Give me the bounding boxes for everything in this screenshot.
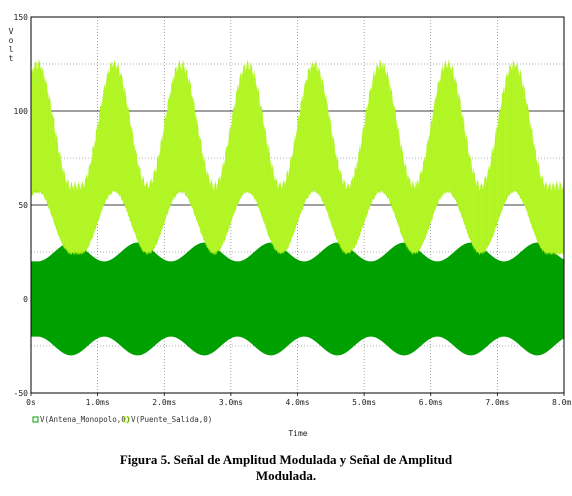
figure-caption: Figura 5. Señal de Amplitud Modulada y S… [0,452,572,484]
x-axis-label: Time [288,429,307,438]
y-tick-label: 50 [18,201,28,210]
x-tick-label: 7.0ms [485,398,509,407]
x-tick-label: 1.0ms [86,398,110,407]
y-tick-label: 100 [14,107,29,116]
legend-label-antena: V(Antena_Monopolo,0) [40,415,130,424]
legend-label-puente: V(Puente_Salida,0) [131,415,212,424]
x-tick-label: 5.0ms [352,398,376,407]
legend-swatch-antena [32,416,39,423]
caption-line-1: Figura 5. Señal de Amplitud Modulada y S… [119,452,453,467]
x-tick-label: 6.0ms [419,398,443,407]
chart: 0s 1.0ms 2.0ms 3.0ms 4.0ms 5.0ms 6.0ms 7.0ms 8.0… [9,13,572,438]
y-axis-label-char: t [9,54,14,63]
legend: V(Antena_Monopolo,0) V(Puente_Salida,0) [32,415,212,424]
y-tick-label: -50 [14,389,29,398]
series-antena-monopolo [31,242,564,356]
y-tick-label: 0 [23,295,28,304]
caption-line-2: Modulada. [255,468,317,483]
x-tick-label: 0s [26,398,36,407]
x-tick-label: 3.0ms [219,398,243,407]
axis-ticks: 0s 1.0ms 2.0ms 3.0ms 4.0ms 5.0ms 6.0ms 7.0ms 8.0… [14,13,572,407]
series-layer [30,58,565,356]
x-tick-label: 2.0ms [152,398,176,407]
x-tick-label: 4.0ms [285,398,309,407]
y-axis-label-char: o [9,36,14,45]
y-tick-label: 150 [14,13,29,22]
legend-swatch-puente [123,416,130,423]
y-axis-label-char: V [9,27,14,36]
x-tick-label: 8.0ms [552,398,572,407]
y-axis-label-char: l [9,45,14,54]
